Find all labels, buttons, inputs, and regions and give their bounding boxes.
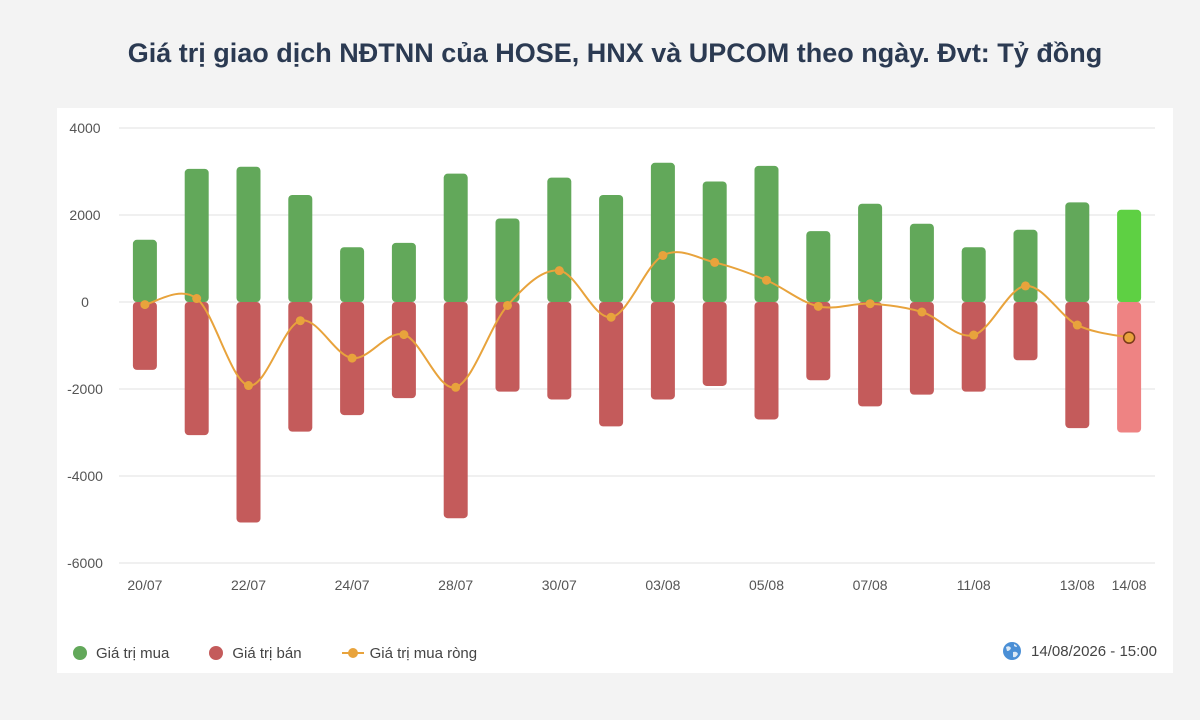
legend-dot-sell: [209, 646, 224, 660]
legend-label-sell: Giá trị bán: [232, 644, 302, 662]
bar-sell: [806, 302, 831, 381]
legend-item-sell[interactable]: Giá trị bán: [209, 644, 302, 662]
bar-buy: [650, 162, 675, 302]
net-point: [347, 353, 357, 363]
legend-dot-buy: [73, 646, 87, 660]
bar-sell: [443, 302, 468, 519]
chart-svg: 4000 2000 0 -2000 -4000 -6000 20/07 22/07 24/07 2…: [67, 120, 1155, 593]
y-tick-label: 0: [81, 294, 89, 310]
bar-buy: [754, 165, 779, 302]
bar-sell: [961, 302, 986, 392]
bar-buy: [340, 247, 365, 302]
bar-sell: [184, 302, 209, 436]
chart-panel: 4000 2000 0 -2000 -4000 -6000 20/07 22/07 24/07 2…: [57, 108, 1173, 673]
net-point: [1072, 320, 1082, 330]
bar-buy: [1013, 229, 1038, 302]
bar-buy: [443, 173, 468, 302]
bar-buy: [702, 181, 727, 302]
bar-sell: [1013, 302, 1038, 361]
net-point: [1021, 281, 1030, 291]
y-tick-label: -2000: [67, 381, 103, 397]
bar-buy: [495, 218, 520, 302]
bar-sell: [858, 302, 883, 407]
net-point: [451, 382, 461, 392]
x-tick-label: 05/08: [749, 577, 784, 593]
timestamp-text: 14/08/2026 - 15:00: [1031, 642, 1157, 660]
net-point: [762, 275, 771, 285]
y-tick-label: 2000: [69, 207, 100, 223]
bar-buy: [858, 203, 883, 302]
net-point: [969, 330, 979, 340]
y-tick-label: -6000: [67, 555, 103, 571]
net-point: [140, 300, 150, 310]
x-tick-label: 11/08: [957, 577, 991, 593]
bar-sell: [702, 302, 727, 386]
net-point: [192, 294, 202, 304]
legend-line-net: [341, 646, 364, 660]
net-point: [244, 381, 253, 391]
bar-buy: [1065, 202, 1090, 302]
x-tick-label: 22/07: [231, 577, 266, 593]
bar-sell: [599, 302, 624, 427]
chart-title: Giá trị giao dịch NĐTNN của HOSE, HNX và…: [127, 38, 1103, 68]
bar-sell: [547, 302, 572, 400]
x-tick-label: 28/07: [438, 577, 473, 593]
net-point: [295, 316, 305, 326]
bar-sell: [1065, 302, 1090, 429]
net-point: [1122, 331, 1136, 344]
bar-buy: [806, 231, 831, 302]
timestamp: 14/08/2026 - 15:00: [1002, 641, 1157, 661]
legend-label-net: Giá trị mua ròng: [369, 644, 478, 662]
net-point: [554, 266, 564, 276]
bar-buy: [288, 194, 313, 302]
x-tick-label: 13/08: [1060, 577, 1095, 593]
bar-sell: [650, 302, 675, 400]
bar-buy: [1117, 209, 1142, 302]
bar-buy: [961, 247, 986, 302]
bar-buy: [236, 166, 261, 302]
bar-sell: [391, 302, 416, 399]
y-tick-label: 4000: [69, 120, 100, 136]
net-point: [917, 307, 927, 317]
net-point: [503, 300, 512, 310]
legend: Giá trị mua Giá trị bán Giá trị mua ròng: [73, 643, 517, 663]
x-tick-label: 07/08: [853, 577, 888, 593]
net-point: [710, 257, 720, 267]
x-tick-label: 24/07: [335, 577, 370, 593]
bar-buy: [909, 223, 934, 302]
bar-buy: [391, 242, 416, 302]
y-tick-label: -4000: [67, 468, 103, 484]
bar-sell: [132, 302, 157, 370]
net-point: [606, 312, 616, 322]
bar-sell: [236, 302, 261, 523]
net-point: [658, 250, 668, 260]
legend-item-buy[interactable]: Giá trị mua: [73, 645, 169, 662]
x-tick-label: 14/08: [1112, 577, 1147, 593]
bar-buy: [599, 194, 624, 302]
bar-sell: [1117, 302, 1142, 433]
bar-buy: [132, 239, 157, 302]
x-tick-label: 20/07: [127, 577, 162, 593]
legend-label-buy: Giá trị mua: [96, 644, 170, 662]
bar-sell: [288, 302, 313, 432]
bar-sell: [495, 302, 520, 392]
net-point: [399, 330, 409, 340]
legend-item-net[interactable]: Giá trị mua ròng: [341, 644, 478, 662]
net-point: [813, 301, 823, 311]
bar-sell: [909, 302, 934, 395]
x-tick-label: 30/07: [542, 577, 577, 593]
x-tick-label: 03/08: [645, 577, 680, 593]
net-point: [865, 299, 875, 309]
globe-icon: [1003, 642, 1022, 660]
bar-buy: [184, 168, 209, 302]
bar-sell: [754, 302, 779, 420]
bar-buy: [547, 177, 572, 302]
